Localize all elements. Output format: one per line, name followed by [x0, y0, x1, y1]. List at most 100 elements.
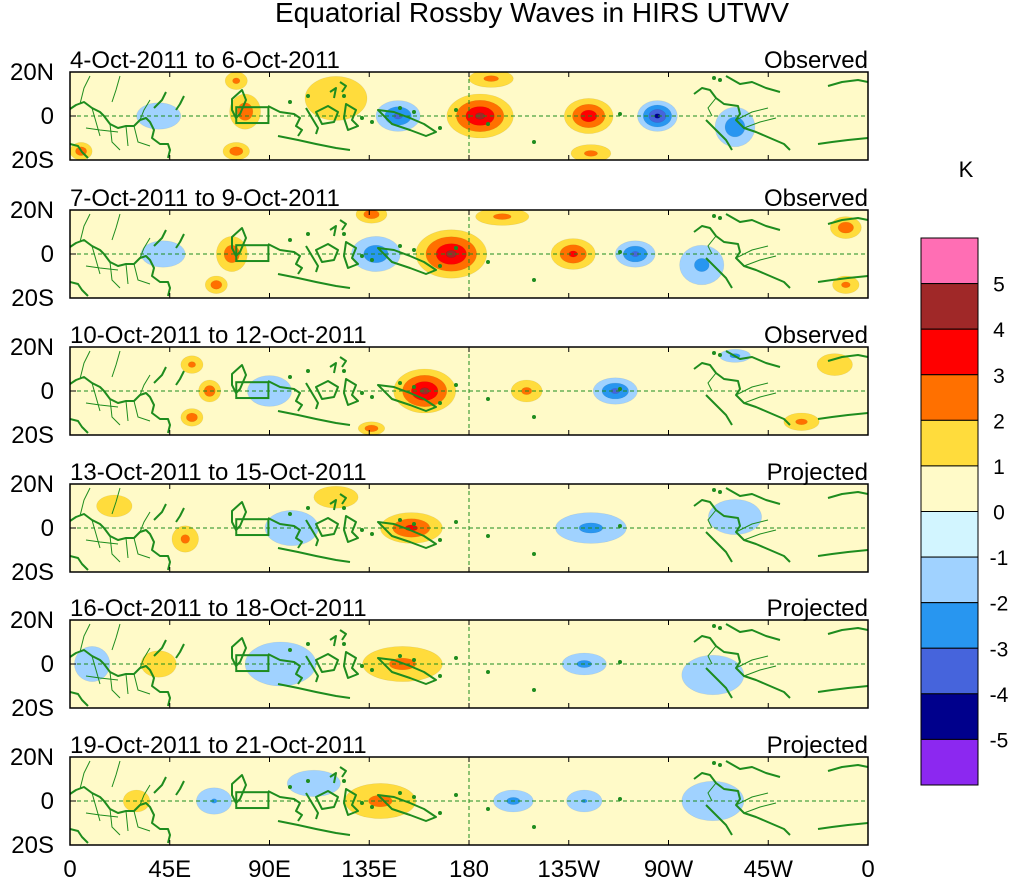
contour-band	[724, 116, 746, 138]
y-tick-label: 0	[41, 651, 54, 678]
colorbar-label: 4	[993, 319, 1005, 342]
contour-band	[286, 769, 341, 797]
colorbar-label: 5	[993, 274, 1005, 297]
map-panel: 7-Oct-2011 to 9-Oct-2011 Observed 20N 0 20S	[10, 185, 869, 312]
reference-box	[235, 106, 270, 125]
colorbar-label: 3	[993, 365, 1005, 388]
colorbar-unit: K	[959, 157, 974, 182]
contour-band	[583, 150, 598, 157]
map-panel: 16-Oct-2011 to 18-Oct-2011 Projected 20N 0 2…	[10, 595, 907, 722]
colorbar-label: -4	[990, 684, 1009, 707]
positive-anomaly	[355, 210, 388, 224]
positive-anomaly	[180, 408, 204, 427]
colorbar-label: -1	[990, 547, 1009, 570]
x-tick-label: 0	[63, 856, 76, 883]
contour-band	[795, 418, 808, 426]
colorbar-swatch	[920, 647, 979, 695]
colorbar-label: -3	[990, 638, 1009, 661]
reference-box	[235, 381, 270, 400]
panel-type-label: Projected	[767, 595, 868, 622]
negative-anomaly	[286, 769, 341, 797]
x-tick-label: 45W	[744, 856, 794, 883]
colorbar-swatch	[920, 328, 979, 376]
panel-type-label: Observed	[764, 47, 868, 74]
y-tick-label: 20S	[11, 285, 54, 312]
positive-anomaly	[357, 421, 386, 435]
colorbar-swatch	[920, 556, 979, 604]
contour-band	[694, 258, 710, 272]
colorbar-label: -2	[990, 593, 1009, 616]
positive-anomaly	[204, 275, 228, 294]
x-tick-label: 135E	[341, 856, 397, 883]
map-panel: 13-Oct-2011 to 15-Oct-2011 Projected 20N 0 2…	[10, 459, 869, 586]
y-tick-label: 20N	[10, 744, 54, 771]
x-tick-label: 90W	[644, 856, 694, 883]
colorbar-label: 1	[993, 456, 1005, 479]
y-tick-label: 20N	[10, 334, 54, 361]
positive-anomaly	[570, 144, 612, 160]
contour-band	[841, 281, 851, 289]
y-tick-label: 20N	[10, 471, 54, 498]
reference-box	[235, 244, 270, 263]
colorbar-label: 2	[993, 410, 1005, 433]
panel-type-label: Observed	[764, 185, 868, 212]
contour-band	[493, 213, 512, 220]
contour-band	[186, 412, 198, 423]
negative-anomaly	[714, 106, 756, 148]
contour-band	[867, 149, 868, 154]
colorbar-swatch	[920, 738, 979, 786]
negative-anomaly	[614, 240, 656, 268]
contour-band	[237, 102, 254, 121]
colorbar-swatch	[920, 419, 979, 467]
x-tick-label: 180	[449, 856, 489, 883]
reference-box	[235, 654, 270, 673]
reference-box	[235, 518, 270, 537]
contour-band	[210, 280, 223, 290]
panel-type-label: Projected	[767, 459, 868, 486]
contour-band	[229, 146, 244, 156]
x-tick-label: 90E	[248, 856, 291, 883]
panel-period-label: 16-Oct-2011 to 18-Oct-2011	[70, 595, 367, 622]
positive-anomaly	[475, 210, 530, 226]
positive-anomaly	[224, 72, 248, 90]
x-tick-label: 45E	[148, 856, 191, 883]
colorbar-swatch	[920, 237, 979, 285]
y-tick-label: 20N	[10, 59, 54, 86]
y-tick-label: 20S	[11, 695, 54, 722]
map-panel: 4-Oct-2011 to 6-Oct-2011 Observed 20N 0 20S	[10, 47, 869, 174]
panel-period-label: 4-Oct-2011 to 6-Oct-2011	[70, 47, 340, 74]
y-tick-label: 20S	[11, 422, 54, 449]
chart-title: Equatorial Rossby Waves in HIRS UTWV	[275, 0, 789, 28]
panel-type-label: Projected	[767, 732, 868, 759]
panel-period-label: 7-Oct-2011 to 9-Oct-2011	[70, 185, 340, 212]
contour-band	[304, 76, 368, 121]
contour-band	[363, 210, 380, 220]
positive-anomaly	[380, 512, 443, 544]
y-tick-label: 20S	[11, 147, 54, 174]
colorbar-swatch	[920, 693, 979, 740]
map-panel: 10-Oct-2011 to 12-Oct-2011 Observed 20N 0 20…	[10, 322, 869, 449]
colorbar-swatch	[920, 511, 979, 558]
x-tick-label: 0	[861, 856, 874, 883]
positive-anomaly	[468, 72, 514, 88]
contour-band	[872, 646, 907, 681]
positive-anomaly	[550, 238, 596, 270]
positive-anomaly	[198, 379, 222, 403]
positive-anomaly	[180, 355, 204, 374]
positive-anomaly	[832, 275, 860, 294]
y-tick-label: 20S	[11, 559, 54, 586]
y-tick-label: 0	[41, 103, 54, 130]
contour-band	[483, 75, 499, 82]
contour-band	[232, 77, 241, 85]
y-tick-label: 0	[41, 241, 54, 268]
reference-box	[235, 791, 270, 810]
y-tick-label: 0	[41, 788, 54, 815]
colorbar: K 5 4 3 2 1 0 -1 -2 -3 -4 -5	[920, 157, 1009, 786]
map-panel: 19-Oct-2011 to 21-Oct-2011 Projected 20N 0 2…	[10, 732, 869, 859]
panel-period-label: 13-Oct-2011 to 15-Oct-2011	[70, 459, 367, 486]
positive-anomaly	[304, 76, 368, 121]
panel-period-label: 10-Oct-2011 to 12-Oct-2011	[70, 322, 367, 349]
y-tick-label: 0	[41, 515, 54, 542]
negative-anomaly	[637, 100, 678, 132]
negative-anomaly	[679, 244, 725, 286]
